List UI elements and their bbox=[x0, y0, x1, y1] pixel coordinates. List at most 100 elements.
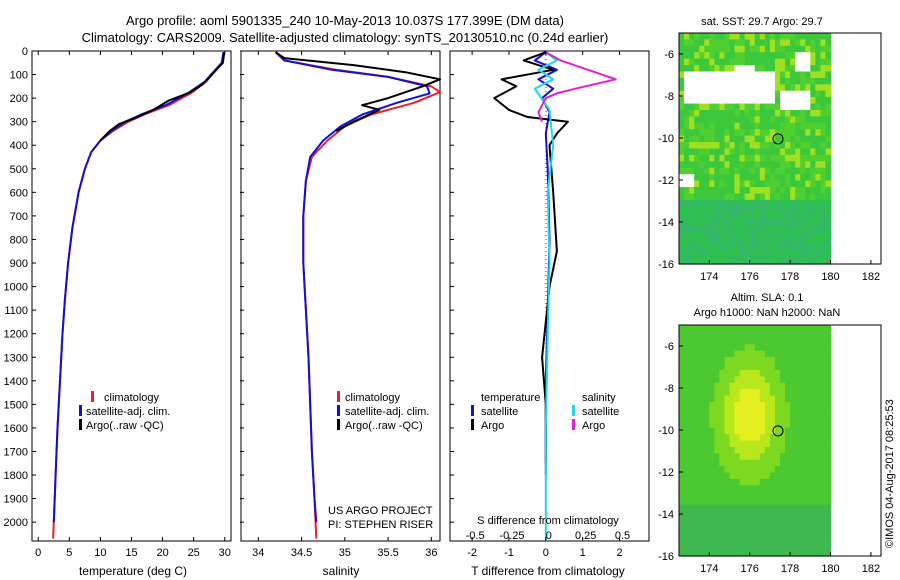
map-cell bbox=[689, 344, 695, 352]
map-cell bbox=[714, 219, 720, 227]
map-cell bbox=[790, 225, 796, 233]
map-cell bbox=[704, 225, 710, 233]
map-cell bbox=[684, 485, 690, 493]
map-cell bbox=[689, 325, 695, 333]
map-cell bbox=[820, 257, 827, 265]
map-cell bbox=[774, 154, 781, 162]
map-cell bbox=[774, 84, 781, 92]
map-cell bbox=[795, 530, 801, 538]
map-cell bbox=[754, 135, 761, 143]
map-cell bbox=[815, 325, 821, 333]
map-cell bbox=[780, 45, 786, 53]
map-cell bbox=[749, 427, 756, 435]
map-cell bbox=[689, 33, 695, 41]
map-cell bbox=[764, 90, 771, 98]
map-cell bbox=[774, 504, 781, 512]
map-cell bbox=[815, 116, 821, 124]
map-cell bbox=[749, 161, 756, 169]
map-cell bbox=[759, 116, 766, 124]
legend-swatch-argo-s bbox=[572, 419, 575, 430]
map-cell bbox=[714, 382, 720, 390]
map-cell bbox=[805, 498, 811, 506]
map-cell bbox=[734, 84, 741, 92]
map-cell bbox=[764, 369, 771, 377]
map-cell bbox=[774, 180, 781, 188]
map-cell bbox=[790, 395, 796, 403]
map-cell bbox=[785, 376, 791, 384]
argo-float-marker bbox=[772, 425, 784, 437]
map-cell bbox=[694, 97, 700, 105]
map-cell bbox=[679, 350, 685, 358]
map-cell bbox=[825, 90, 832, 98]
map-cell bbox=[780, 440, 786, 448]
map-cell bbox=[790, 453, 796, 461]
map-cell bbox=[825, 116, 832, 124]
map-cell bbox=[719, 446, 726, 454]
map-cell bbox=[785, 491, 791, 499]
map-cell bbox=[729, 414, 736, 422]
map-cell bbox=[679, 357, 685, 365]
map-cell bbox=[790, 498, 796, 506]
map-cell bbox=[679, 193, 685, 201]
map-cell bbox=[764, 523, 771, 531]
map-cell bbox=[729, 122, 736, 130]
map-cell bbox=[774, 129, 781, 137]
map-cell bbox=[749, 135, 756, 143]
map-cell bbox=[805, 434, 811, 442]
map-cell bbox=[810, 244, 816, 252]
map-cell bbox=[719, 219, 726, 227]
map-cell bbox=[820, 71, 827, 79]
map-cell bbox=[749, 350, 756, 358]
map-cell bbox=[749, 187, 756, 195]
map-cell bbox=[734, 408, 741, 416]
map-cell bbox=[795, 363, 801, 371]
map-cell bbox=[764, 485, 771, 493]
map-cell bbox=[825, 77, 832, 85]
map-cell bbox=[729, 193, 736, 201]
map-cell bbox=[815, 142, 821, 150]
map-cell bbox=[694, 187, 700, 195]
map-cell bbox=[739, 389, 746, 397]
map-cell bbox=[684, 167, 690, 175]
map-cell bbox=[709, 84, 715, 92]
map-cell bbox=[684, 65, 690, 73]
map-cell bbox=[785, 161, 791, 169]
map-cell bbox=[689, 251, 695, 259]
map-cell bbox=[739, 257, 746, 265]
map-cell bbox=[704, 77, 710, 85]
map-cell bbox=[764, 325, 771, 333]
map-cell bbox=[769, 231, 776, 239]
map-cell bbox=[759, 421, 766, 429]
map-cell bbox=[739, 479, 746, 487]
map-cell bbox=[709, 122, 715, 130]
map-cell bbox=[724, 110, 731, 118]
map-cell bbox=[689, 421, 695, 429]
map-cell bbox=[805, 453, 811, 461]
map-cell bbox=[679, 71, 685, 79]
map-cell bbox=[729, 219, 736, 227]
map-cell bbox=[724, 402, 731, 410]
map-cell bbox=[699, 225, 705, 233]
map-cell bbox=[759, 103, 766, 111]
map-cell bbox=[714, 135, 720, 143]
map-cell bbox=[714, 77, 720, 85]
map-cell bbox=[790, 485, 796, 493]
map-cell bbox=[780, 122, 786, 130]
map-cell bbox=[684, 517, 690, 525]
map-cell bbox=[739, 350, 746, 358]
map-cell bbox=[754, 231, 761, 239]
map-cell bbox=[719, 530, 726, 538]
map-cell bbox=[764, 251, 771, 259]
map-cell bbox=[825, 337, 832, 345]
map-cell bbox=[709, 530, 715, 538]
map-cell bbox=[709, 498, 715, 506]
map-cell bbox=[759, 459, 766, 467]
map-cell bbox=[785, 453, 791, 461]
map-cell bbox=[825, 530, 832, 538]
map-cell bbox=[810, 325, 816, 333]
map-cell bbox=[749, 219, 756, 227]
map-cell bbox=[689, 369, 695, 377]
map-cell bbox=[790, 167, 796, 175]
map-cell bbox=[820, 52, 827, 60]
map-cell bbox=[785, 148, 791, 156]
